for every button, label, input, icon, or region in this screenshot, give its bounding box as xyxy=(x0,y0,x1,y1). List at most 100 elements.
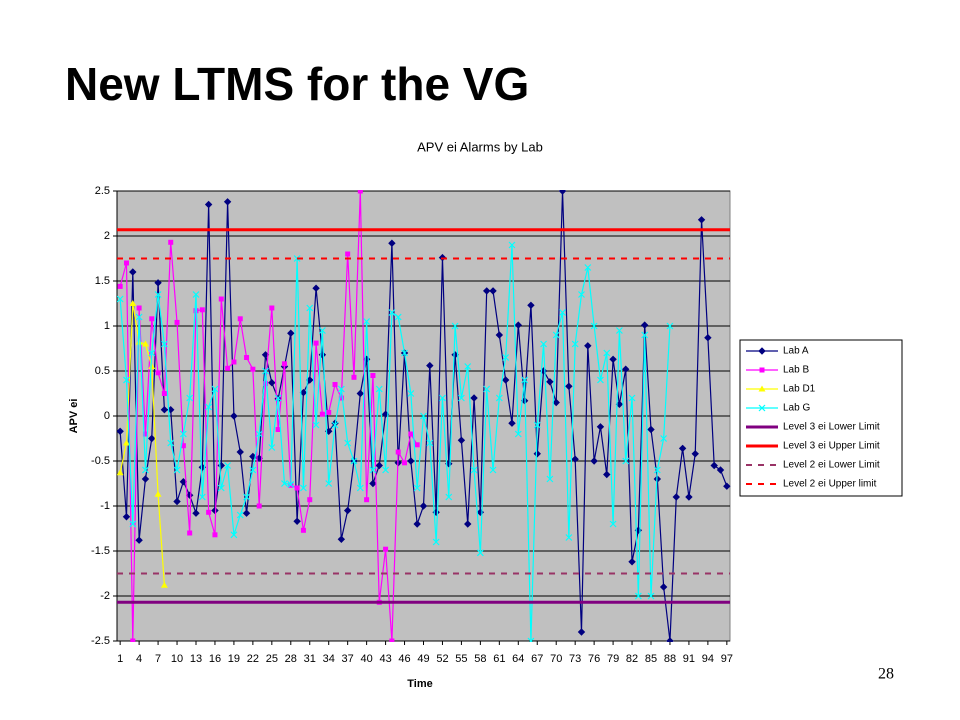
x-tick-label: 7 xyxy=(155,653,161,665)
x-tick-label: 64 xyxy=(512,653,524,665)
marker xyxy=(603,349,611,357)
marker xyxy=(300,527,306,533)
marker xyxy=(167,439,175,447)
marker xyxy=(758,347,766,355)
marker xyxy=(470,394,478,402)
marker xyxy=(394,313,402,321)
x-tick-label: 73 xyxy=(569,653,581,665)
marker xyxy=(672,493,680,501)
x-tick-label: 94 xyxy=(702,653,714,665)
marker xyxy=(710,461,718,470)
y-tick-label: 0 xyxy=(104,410,110,422)
marker xyxy=(237,316,243,322)
marker xyxy=(634,592,642,600)
marker xyxy=(312,284,320,292)
marker xyxy=(117,469,124,476)
marker xyxy=(419,502,428,510)
marker xyxy=(407,457,415,465)
marker xyxy=(426,361,434,370)
marker xyxy=(135,313,143,321)
x-tick-label: 1 xyxy=(117,653,123,665)
x-tick-label: 70 xyxy=(550,653,562,665)
marker xyxy=(628,558,636,566)
marker xyxy=(640,321,649,329)
marker xyxy=(224,462,232,469)
marker xyxy=(160,581,168,588)
legend-label: Lab B xyxy=(783,365,809,376)
marker xyxy=(205,403,213,411)
marker xyxy=(192,509,200,517)
marker xyxy=(364,497,370,503)
marker xyxy=(300,484,307,492)
marker xyxy=(495,331,504,339)
marker xyxy=(160,405,169,414)
marker xyxy=(337,535,346,544)
x-tick-label: 55 xyxy=(455,653,467,665)
x-tick-label: 34 xyxy=(323,653,335,665)
y-axis-label: APV ei xyxy=(68,399,80,434)
marker xyxy=(136,305,142,311)
x-tick-label: 16 xyxy=(209,653,221,665)
marker xyxy=(502,354,510,361)
marker xyxy=(697,216,706,224)
marker xyxy=(141,475,150,483)
marker xyxy=(161,391,167,396)
marker xyxy=(287,480,295,488)
marker xyxy=(489,466,497,474)
marker xyxy=(117,295,124,303)
marker xyxy=(533,421,541,429)
marker xyxy=(218,296,224,302)
marker xyxy=(483,385,491,393)
marker xyxy=(281,480,288,487)
marker xyxy=(408,431,414,437)
marker xyxy=(307,497,313,503)
x-tick-label: 52 xyxy=(436,653,448,665)
marker xyxy=(231,359,237,365)
marker xyxy=(135,536,143,544)
marker xyxy=(571,340,579,348)
marker xyxy=(262,367,269,375)
marker xyxy=(351,374,357,380)
x-tick-label: 22 xyxy=(247,653,259,665)
x-tick-label: 37 xyxy=(342,653,354,665)
marker xyxy=(558,190,567,195)
marker xyxy=(204,200,213,209)
marker xyxy=(609,520,617,528)
marker xyxy=(236,511,244,519)
marker xyxy=(389,638,395,642)
marker xyxy=(622,365,630,373)
marker xyxy=(263,381,269,387)
marker xyxy=(130,638,136,642)
marker xyxy=(401,349,408,357)
marker xyxy=(211,385,219,393)
marker xyxy=(508,241,516,249)
x-tick-label: 97 xyxy=(721,653,733,665)
marker xyxy=(552,331,560,339)
marker xyxy=(306,304,314,312)
marker xyxy=(383,546,389,552)
marker xyxy=(495,394,503,402)
marker xyxy=(414,442,420,448)
marker xyxy=(148,349,156,357)
marker xyxy=(217,484,225,492)
marker xyxy=(154,291,162,298)
chart-title: APV ei Alarms by Lab xyxy=(417,139,543,154)
marker xyxy=(141,340,149,347)
marker xyxy=(268,444,276,451)
x-tick-label: 43 xyxy=(379,653,391,665)
marker xyxy=(275,427,281,432)
legend-label: Lab D1 xyxy=(783,384,816,395)
marker xyxy=(345,251,351,257)
marker xyxy=(256,503,262,509)
marker xyxy=(212,532,218,538)
marker xyxy=(318,327,326,334)
marker xyxy=(117,427,124,436)
plot-series xyxy=(117,190,731,642)
marker xyxy=(319,411,325,417)
marker xyxy=(356,389,365,398)
y-tick-label: -2.5 xyxy=(91,635,110,647)
marker xyxy=(250,366,256,372)
marker xyxy=(577,628,586,636)
marker xyxy=(432,538,440,546)
marker xyxy=(622,457,630,465)
